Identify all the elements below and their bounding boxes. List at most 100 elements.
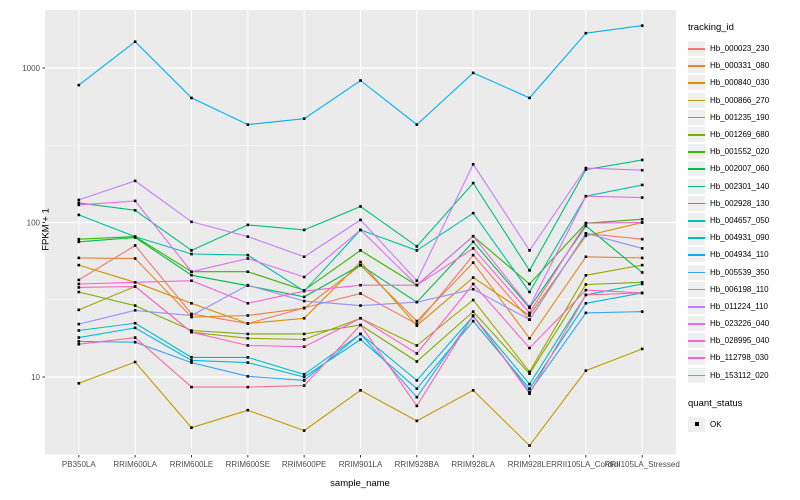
legend-line-icon	[688, 237, 705, 239]
data-point	[640, 282, 644, 286]
data-point	[584, 166, 588, 170]
data-point	[640, 196, 644, 199]
data-point	[302, 299, 306, 303]
data-point	[640, 291, 644, 295]
data-point	[133, 360, 137, 364]
data-point	[302, 295, 306, 299]
data-point	[584, 255, 588, 259]
data-point	[584, 194, 588, 198]
y-tick-label: 10	[31, 373, 40, 382]
legend-key-swatch	[688, 109, 705, 125]
legend-item-label: Hb_001235_190	[710, 112, 770, 122]
data-point	[471, 314, 475, 317]
legend-item-label: Hb_000866_270	[710, 95, 770, 105]
data-point	[528, 314, 531, 317]
data-point	[359, 304, 362, 307]
legend-key-swatch	[688, 178, 705, 194]
data-point	[584, 301, 588, 305]
legend-line-icon	[688, 151, 705, 153]
legend-line-icon	[688, 116, 705, 119]
data-point	[246, 375, 250, 378]
data-point	[471, 211, 475, 215]
legend-item-label: Hb_112798_030	[710, 353, 769, 363]
data-point	[471, 389, 475, 392]
data-point	[190, 356, 193, 359]
data-point	[584, 234, 588, 238]
x-tick-label: RRIM901LA	[339, 460, 383, 469]
legend-line-icon	[688, 168, 705, 170]
data-point	[133, 304, 137, 307]
data-point	[415, 245, 419, 248]
x-axis-title: sample_name	[330, 478, 390, 489]
data-point	[415, 324, 419, 327]
data-point	[77, 290, 81, 294]
data-point	[359, 332, 362, 336]
x-tick-label: RRII105LA_Control	[551, 460, 621, 469]
legend-line-icon	[688, 99, 705, 102]
data-point	[133, 208, 137, 212]
legend-key-swatch	[688, 230, 705, 246]
data-point	[133, 285, 137, 288]
data-point	[584, 221, 588, 225]
legend-item-label: Hb_004934_110	[710, 250, 769, 260]
legend-key-swatch	[688, 75, 705, 91]
data-point	[133, 179, 137, 183]
quant-key-swatch	[688, 416, 705, 432]
data-point	[77, 286, 81, 289]
data-point	[302, 255, 306, 259]
data-point	[415, 319, 419, 323]
data-point	[77, 240, 81, 244]
legend-line-icon	[688, 288, 705, 291]
data-point	[246, 322, 250, 325]
data-point	[528, 318, 531, 321]
legend-item: Hb_004657_050	[688, 212, 798, 229]
data-point	[359, 292, 362, 295]
data-point	[77, 340, 81, 343]
data-point	[359, 323, 362, 327]
data-point	[246, 283, 250, 287]
data-point	[471, 240, 475, 244]
data-point	[528, 337, 531, 340]
data-point	[471, 181, 475, 185]
data-point	[584, 369, 588, 372]
legend-item: Hb_028995_040	[688, 332, 798, 349]
legend-item-label: Hb_000023_230	[710, 44, 770, 54]
legend-title: tracking_id	[688, 22, 734, 33]
data-point	[246, 337, 250, 340]
data-point	[528, 370, 531, 374]
data-point	[584, 293, 588, 297]
data-point	[302, 275, 306, 279]
data-point	[415, 360, 419, 363]
data-point	[133, 40, 137, 43]
data-point	[471, 163, 475, 166]
data-point	[415, 123, 419, 126]
legend-item-label: Hb_028995_040	[710, 336, 770, 346]
data-point	[584, 168, 588, 171]
legend-key-swatch	[688, 92, 705, 108]
y-tick-label: 100	[27, 219, 41, 228]
legend-line-icon	[688, 185, 705, 188]
data-point	[528, 390, 531, 394]
data-point	[133, 235, 137, 238]
data-point	[246, 344, 250, 347]
data-point	[190, 315, 193, 319]
data-point	[640, 271, 644, 274]
legend-item-label: Hb_006198_110	[710, 284, 769, 294]
data-point	[415, 279, 419, 283]
data-point	[77, 282, 81, 286]
legend-item: Hb_005539_350	[688, 263, 798, 280]
legend-item: Hb_023226_040	[688, 315, 798, 332]
data-point	[359, 228, 362, 232]
data-point	[584, 288, 588, 292]
legend-item-label: Hb_004657_050	[710, 215, 770, 225]
data-point	[471, 253, 475, 257]
data-point	[246, 356, 250, 359]
data-point	[246, 223, 250, 227]
data-point	[640, 263, 644, 267]
data-point	[471, 310, 475, 313]
data-point	[471, 71, 475, 75]
data-point	[640, 217, 644, 221]
legend-line-icon	[688, 48, 705, 50]
legend-key-swatch	[688, 195, 705, 211]
